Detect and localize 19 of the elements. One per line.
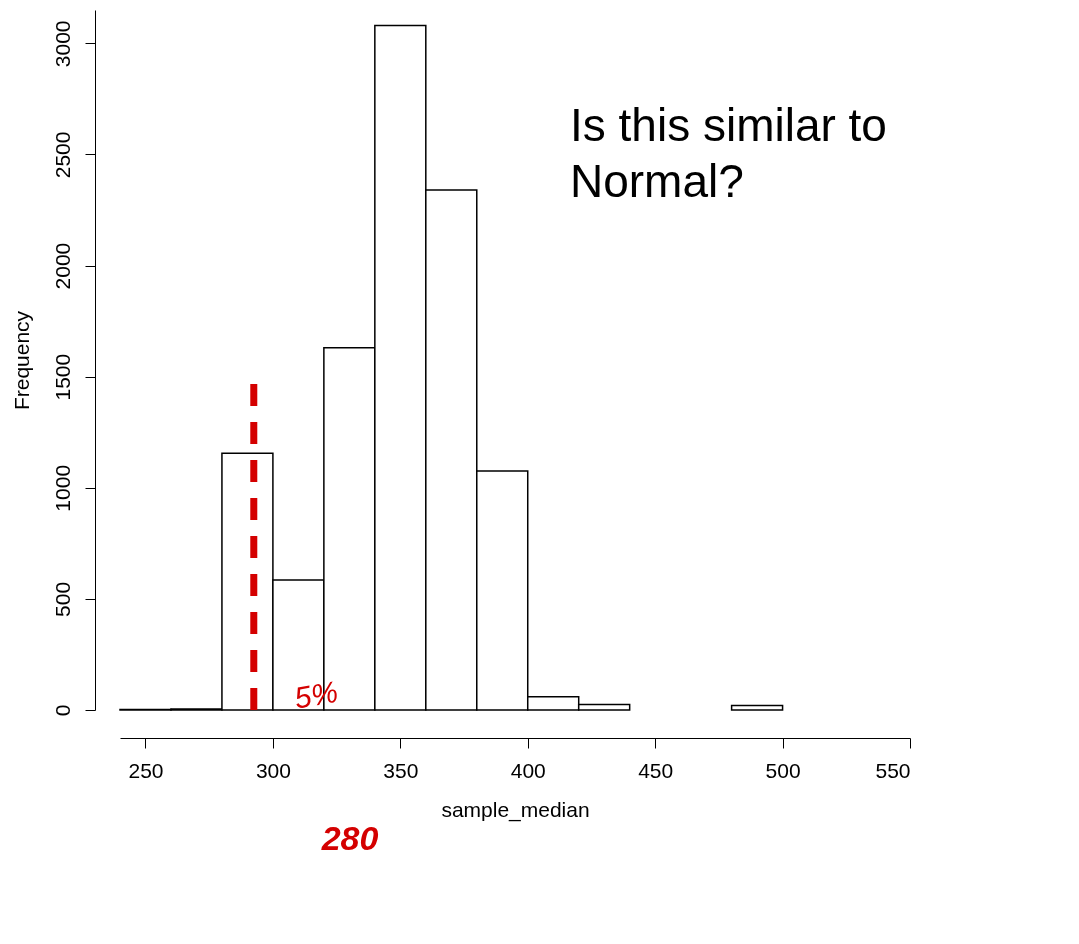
x-tick-label: 450 — [638, 758, 674, 782]
x-tick-label: 400 — [510, 758, 546, 782]
x-tick-label: 250 — [128, 758, 164, 782]
y-axis-title: Frequency — [9, 310, 33, 411]
x-axis-title: sample_median — [441, 797, 590, 822]
x-tick-label: 300 — [255, 758, 291, 782]
annotation: 5% — [291, 674, 341, 715]
x-tick-label: 350 — [383, 758, 419, 782]
y-tick-label: 3000 — [50, 20, 74, 68]
annotation: Is this similar to Normal? — [570, 99, 887, 207]
y-tick-label: 500 — [50, 581, 74, 617]
text: 280 — [320, 819, 379, 857]
x-tick-label: 550 — [875, 758, 911, 782]
y-tick-label: 2000 — [50, 242, 74, 290]
x-tick-label: 500 — [765, 758, 801, 782]
y-tick-label: 2500 — [50, 131, 74, 179]
y-tick-label: 0 — [50, 704, 74, 717]
y-tick-label: 1000 — [50, 464, 74, 512]
y-tick-label: 1500 — [50, 353, 74, 401]
